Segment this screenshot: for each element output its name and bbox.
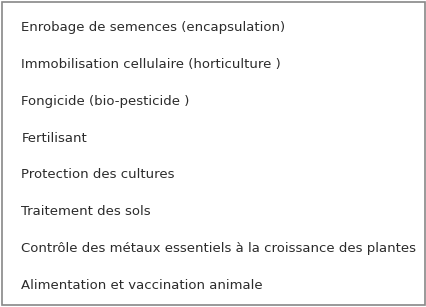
Text: Fongicide (bio-pesticide ): Fongicide (bio-pesticide )	[21, 95, 189, 108]
Text: Protection des cultures: Protection des cultures	[21, 169, 174, 181]
Text: Alimentation et vaccination animale: Alimentation et vaccination animale	[21, 279, 262, 292]
Text: Fertilisant: Fertilisant	[21, 132, 87, 145]
Text: Contrôle des métaux essentiels à la croissance des plantes: Contrôle des métaux essentiels à la croi…	[21, 242, 415, 255]
Text: Enrobage de semences (encapsulation): Enrobage de semences (encapsulation)	[21, 21, 285, 34]
Text: Immobilisation cellulaire (horticulture ): Immobilisation cellulaire (horticulture …	[21, 58, 280, 71]
Text: Traitement des sols: Traitement des sols	[21, 205, 151, 218]
